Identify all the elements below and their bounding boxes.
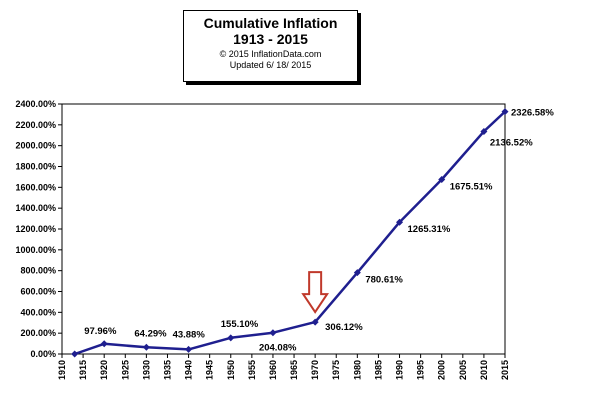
y-tick-label: 1000.00% [15,245,56,255]
y-tick-label: 600.00% [20,287,56,297]
data-point [71,350,79,358]
y-tick-label: 0.00% [30,349,56,359]
x-tick-label: 1945 [205,360,215,380]
data-point [269,329,277,337]
y-tick-label: 1400.00% [15,203,56,213]
y-tick-label: 1200.00% [15,224,56,234]
x-tick-label: 1990 [395,360,405,380]
x-tick-label: 2015 [500,360,510,380]
x-tick-label: 1960 [268,360,278,380]
x-tick-label: 1925 [120,360,130,380]
x-tick-label: 1985 [373,360,383,380]
x-tick-label: 1965 [289,360,299,380]
data-point [227,334,235,342]
x-tick-label: 1950 [226,360,236,380]
y-tick-label: 1800.00% [15,162,56,172]
x-tick-label: 1975 [331,360,341,380]
x-tick-label: 1940 [184,360,194,380]
data-point [501,108,509,116]
data-point [480,127,488,135]
x-tick-label: 1980 [352,360,362,380]
x-tick-label: 2005 [458,360,468,380]
y-tick-label: 2400.00% [15,99,56,109]
data-label: 2136.52% [490,137,533,148]
updated-text: Updated 6/ 18/ 2015 [229,60,312,70]
series-line [74,110,506,356]
x-tick-label: 2000 [437,360,447,380]
chart-title: Cumulative Inflation [203,15,338,31]
x-tick-label: 1970 [310,360,320,380]
data-point [311,318,319,326]
down-arrow-icon [301,271,330,314]
data-point [185,345,193,353]
x-tick-label: 1915 [78,360,88,380]
x-tick-label: 1910 [57,360,67,380]
x-tick-label: 1930 [141,360,151,380]
y-tick-label: 2000.00% [15,141,56,151]
y-tick-label: 400.00% [20,307,56,317]
data-label: 306.12% [325,322,363,333]
x-tick-label: 1920 [99,360,109,380]
data-label: 780.61% [365,275,403,286]
data-label: 204.08% [259,343,297,354]
x-tick-label: 1955 [247,360,257,380]
data-label: 155.10% [221,319,259,330]
data-point [100,340,108,348]
copyright-text: © 2015 InflationData.com [219,49,322,59]
y-tick-label: 2200.00% [15,120,56,130]
data-label: 2326.58% [511,108,554,119]
x-tick-label: 1935 [162,360,172,380]
data-point [353,269,361,277]
data-label: 97.96% [84,326,117,337]
y-tick-label: 1600.00% [15,182,56,192]
y-tick-label: 200.00% [20,328,56,338]
data-point [396,218,404,226]
data-label: 1675.51% [450,181,493,192]
data-label: 64.29% [134,328,167,339]
data-point [142,343,150,351]
chart-title-box: Cumulative Inflation 1913 - 2015 © 2015 … [183,10,358,82]
data-label: 1265.31% [408,224,451,235]
x-tick-label: 2010 [479,360,489,380]
x-tick-label: 1995 [416,360,426,380]
chart-subtitle: 1913 - 2015 [233,31,308,47]
data-label: 43.88% [173,329,206,340]
y-tick-label: 800.00% [20,266,56,276]
data-point [438,175,446,183]
